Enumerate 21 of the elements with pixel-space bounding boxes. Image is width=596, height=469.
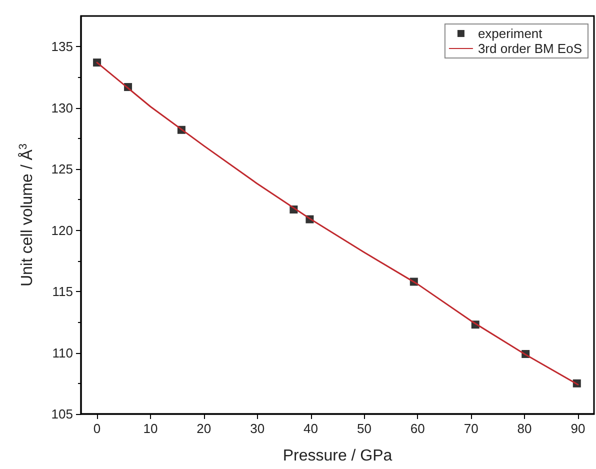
y-axis-title: Unit cell volume / Å3 bbox=[18, 143, 36, 287]
y-tick-label: 110 bbox=[52, 345, 73, 360]
legend-label: 3rd order BM EoS bbox=[478, 41, 582, 56]
x-tick-label: 30 bbox=[250, 421, 265, 436]
x-tick-label: 50 bbox=[356, 421, 372, 436]
y-tick-label: 135 bbox=[51, 39, 73, 54]
y-tick-label: 115 bbox=[52, 284, 73, 300]
x-tick-label: 20 bbox=[196, 421, 212, 436]
y-tick-label: 125 bbox=[51, 162, 73, 177]
x-tick-label: 40 bbox=[304, 421, 318, 436]
x-tick-label: 0 bbox=[93, 421, 101, 436]
x-tick-label: 60 bbox=[410, 421, 425, 436]
x-tick-label: 10 bbox=[143, 421, 158, 436]
y-tick-label: 130 bbox=[51, 100, 73, 116]
x-tick-label: 90 bbox=[570, 421, 586, 436]
y-tick-label: 120 bbox=[51, 222, 73, 238]
x-axis-title: Pressure / GPa bbox=[282, 448, 392, 464]
y-tick-label: 105 bbox=[51, 406, 73, 422]
x-tick-label: 80 bbox=[517, 421, 532, 436]
x-tick-label: 70 bbox=[464, 421, 478, 436]
legend-label: experiment bbox=[478, 26, 543, 41]
